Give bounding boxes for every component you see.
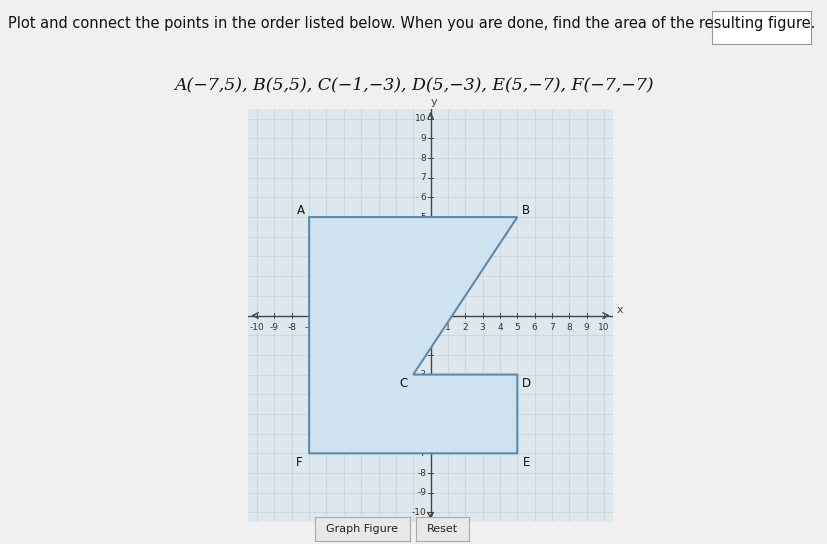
Text: Plot and connect the points in the order listed below. When you are done, find t: Plot and connect the points in the order… <box>8 16 815 32</box>
Text: A: A <box>296 203 304 217</box>
Text: -4: -4 <box>356 323 366 332</box>
Text: -1: -1 <box>417 331 426 339</box>
Text: -10: -10 <box>250 323 264 332</box>
Text: -7: -7 <box>417 449 426 458</box>
Text: -5: -5 <box>339 323 348 332</box>
Text: E: E <box>523 456 530 469</box>
Text: 2: 2 <box>420 271 426 281</box>
Text: Reset: Reset <box>427 524 457 534</box>
Polygon shape <box>308 217 517 453</box>
Text: -9: -9 <box>270 323 279 332</box>
Text: -6: -6 <box>322 323 331 332</box>
Text: -6: -6 <box>417 429 426 438</box>
Text: 7: 7 <box>548 323 554 332</box>
Text: 6: 6 <box>531 323 537 332</box>
Text: -8: -8 <box>417 468 426 478</box>
Text: 3: 3 <box>479 323 485 332</box>
Text: -5: -5 <box>417 410 426 418</box>
Text: -2: -2 <box>417 350 426 360</box>
Text: -3: -3 <box>417 370 426 379</box>
Text: D: D <box>522 377 531 390</box>
Text: B: B <box>521 203 529 217</box>
Text: 2: 2 <box>462 323 467 332</box>
Text: x: x <box>615 305 622 314</box>
Text: C: C <box>399 377 408 390</box>
Text: 4: 4 <box>420 232 426 242</box>
Text: 5: 5 <box>420 213 426 221</box>
Text: -8: -8 <box>287 323 296 332</box>
Text: F: F <box>295 456 302 469</box>
Text: y: y <box>430 97 437 107</box>
Text: A(−7,5), B(5,5), C(−1,−3), D(5,−3), E(5,−7), F(−7,−7): A(−7,5), B(5,5), C(−1,−3), D(5,−3), E(5,… <box>174 76 653 93</box>
Text: 1: 1 <box>420 292 426 300</box>
Text: -3: -3 <box>374 323 383 332</box>
Text: -2: -2 <box>391 323 399 332</box>
Text: 5: 5 <box>514 323 519 332</box>
Text: -9: -9 <box>417 488 426 497</box>
Text: 7: 7 <box>420 173 426 182</box>
Text: Graph Figure: Graph Figure <box>326 524 398 534</box>
Text: 9: 9 <box>583 323 589 332</box>
Text: 9: 9 <box>420 134 426 143</box>
Text: -7: -7 <box>304 323 313 332</box>
Text: 3: 3 <box>420 252 426 261</box>
Text: -1: -1 <box>409 323 417 332</box>
Text: -4: -4 <box>417 390 426 399</box>
Text: 1: 1 <box>444 323 450 332</box>
Text: 8: 8 <box>420 153 426 163</box>
Text: 8: 8 <box>566 323 571 332</box>
Text: 4: 4 <box>496 323 502 332</box>
Text: 6: 6 <box>420 193 426 202</box>
Text: 10: 10 <box>414 114 426 123</box>
Text: -10: -10 <box>411 508 426 517</box>
Text: 10: 10 <box>598 323 609 332</box>
